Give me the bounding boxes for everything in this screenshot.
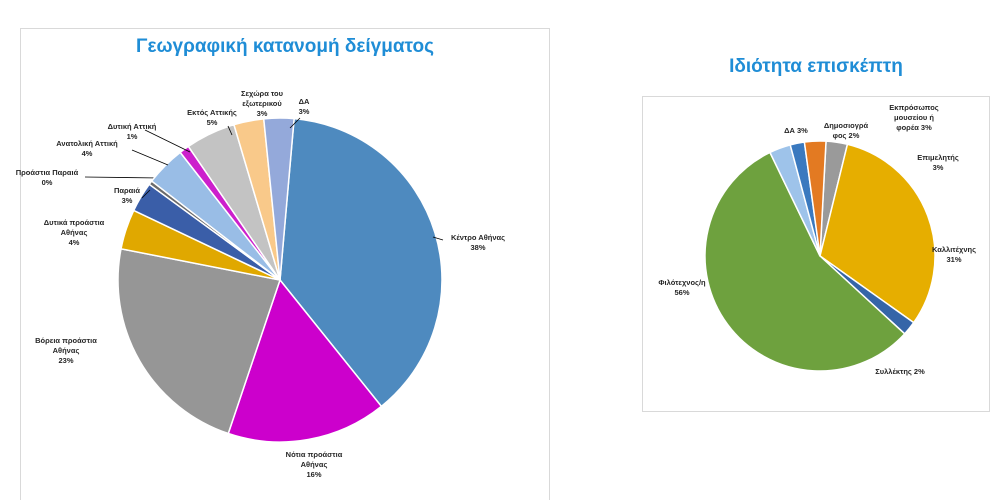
chart2-slice-7 — [803, 140, 827, 257]
chart2-slice-label-6: Δημοσιογρά φος 2% — [824, 121, 869, 140]
chart1-slice-label-10: Σεχώρα του εξωτερικού 3% — [241, 89, 284, 118]
chart1-slice-label-9: Εκτός Αττικής 5% — [187, 108, 237, 127]
chart2-slice-label-7: Εκπρόσωπος μουσείου ή φορέα 3% — [889, 103, 939, 132]
chart1-leader-9 — [227, 125, 233, 136]
chart2-slice-4 — [704, 151, 906, 372]
chart1-slice-1 — [279, 117, 443, 408]
chart1-leader-5 — [141, 189, 151, 199]
chart1-leader-7 — [131, 149, 169, 166]
chart1-slice-label-6: Προάστια Παραιά 0% — [16, 168, 79, 187]
chart1-slice-label-5: Παραιά 3% — [114, 186, 140, 205]
right-chart-title: Ιδιότητα επισκέπτη — [729, 56, 903, 77]
chart2-slice-label-2: Καλλιτέχνης 31% — [932, 245, 976, 264]
left-chart-title: Γεωγραφική κατανομή δείγματος — [136, 36, 434, 57]
chart1-slice-label-3: Βόρεια προάστια Αθήνας 23% — [35, 336, 97, 365]
chart1-leader-8 — [144, 129, 191, 153]
chart2-slice-label-4: Φιλότεχνος/η 56% — [658, 278, 706, 297]
chart1-slice-label-11: ΔΑ 3% — [299, 97, 310, 116]
chart1-slice-label-8: Δυτική Αττική 1% — [108, 122, 157, 141]
chart1-slice-label-2: Νότια προάστια Αθήνας 16% — [286, 450, 343, 479]
chart2-slice-label-3: Συλλέκτης 2% — [875, 367, 925, 376]
chart1-leader-1 — [432, 236, 444, 241]
chart1-leader-6 — [84, 176, 161, 179]
chart1-slice-label-4: Δυτικά προάστια Αθήνας 4% — [44, 218, 105, 247]
chart1-slice-3 — [117, 247, 281, 435]
chart1-slice-label-7: Ανατολική Αττική 4% — [56, 139, 118, 158]
chart2-slice-2 — [819, 143, 936, 324]
chart2-slice-label-5: ΔΑ 3% — [784, 126, 808, 135]
chart2-slice-label-1: Επιμελητής 3% — [917, 153, 959, 172]
chart1-slice-11 — [262, 117, 295, 281]
chart1-slice-label-1: Κέντρο Αθήνας 38% — [451, 233, 505, 252]
chart1-leader-11 — [289, 117, 301, 129]
